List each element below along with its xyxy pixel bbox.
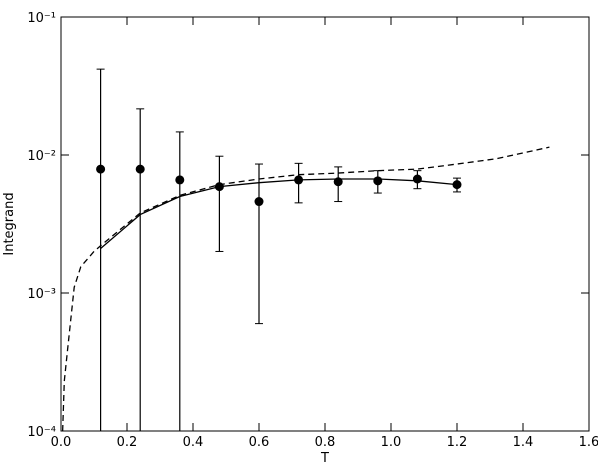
y-tick-label: 10⁻⁴ [27,425,56,440]
data-point [254,197,264,207]
x-tick-label: 1.0 [381,435,402,450]
plot-content [62,68,550,431]
data-point [135,164,145,174]
data-point [373,176,383,186]
x-tick-label: 1.4 [513,435,534,450]
data-point [452,180,462,190]
y-tick-label: 10⁻² [27,149,56,164]
plot-frame [60,16,590,432]
x-axis-label: T [320,451,329,466]
data-point [412,174,422,184]
x-tick-label: 1.6 [579,435,598,450]
solid-line [100,178,458,250]
x-tick-label: 0.0 [51,435,72,450]
y-tick-label: 10⁻¹ [27,11,56,26]
x-tick-label: 0.2 [117,435,138,450]
data-point [96,164,106,174]
x-tick-label: 0.4 [183,435,204,450]
plot-area [61,17,589,431]
x-tick-label: 1.2 [447,435,468,450]
x-tick-label: 0.6 [249,435,270,450]
x-tick-label: 0.8 [315,435,336,450]
y-axis-label: Integrand [2,192,17,255]
data-point [175,175,185,185]
dashed-line [62,146,550,431]
y-tick-label: 10⁻³ [27,287,56,302]
